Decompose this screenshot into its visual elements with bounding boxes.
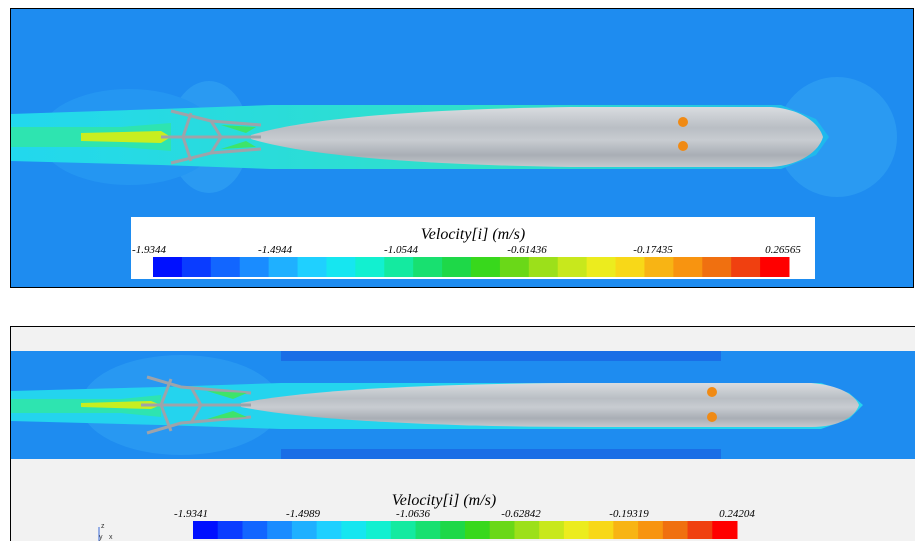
colorbar-swatch: [181, 257, 212, 277]
colorbar-swatch: [239, 257, 270, 277]
color-legend: Velocity[i] (m/s) -1.9344 -1.4944 -1.054…: [131, 217, 815, 279]
probe-point: [678, 117, 688, 127]
hull: [241, 383, 859, 427]
colorbar-swatch: [413, 257, 443, 277]
axis-y-label: y: [99, 534, 103, 541]
colorbar-swatch: [440, 521, 466, 539]
colorbar-swatch: [489, 521, 515, 539]
color-legend: Velocity[i] (m/s) -1.9341 -1.4989 -1.063…: [174, 492, 755, 539]
colorbar-swatch: [465, 521, 491, 539]
colorbar-swatch: [326, 257, 356, 277]
legend-tick: -1.0636: [396, 508, 430, 520]
bottom-flow-field: Velocity[i] (m/s) -1.9341 -1.4989 -1.063…: [11, 327, 915, 541]
axis-triad: z y x: [98, 523, 113, 541]
colorbar-swatch: [557, 257, 588, 277]
axis-z-label: z: [101, 523, 105, 530]
stern-fins: [141, 375, 252, 435]
colorbar-swatch: [760, 257, 790, 277]
colorbar-swatch: [267, 521, 293, 539]
colorbar-swatch: [366, 521, 392, 539]
colorbar-swatch: [291, 521, 318, 539]
legend-tick: -0.62842: [501, 508, 541, 520]
stern-fins: [161, 109, 262, 165]
legend-tick: -0.17435: [633, 244, 673, 256]
colorbar-swatch: [673, 257, 703, 277]
legend-title: Velocity[i] (m/s): [421, 226, 525, 243]
top-velocity-view: Velocity[i] (m/s) -1.9344 -1.4944 -1.054…: [10, 8, 914, 288]
colorbar-swatch: [415, 521, 441, 539]
colorbar-swatch: [712, 521, 738, 539]
legend-tick: -1.9344: [132, 244, 166, 256]
legend-tick: -1.4989: [286, 508, 320, 520]
colorbar-swatch: [471, 257, 501, 277]
legend-tick: -0.61436: [507, 244, 547, 256]
colorbar-swatch: [563, 521, 590, 539]
bottom-velocity-view: Velocity[i] (m/s) -1.9341 -1.4989 -1.063…: [10, 326, 915, 541]
legend-tick: -0.19319: [609, 508, 649, 520]
colorbar: [193, 521, 738, 539]
colorbar-swatch: [731, 257, 761, 277]
colorbar-swatch: [341, 521, 367, 539]
colorbar-swatch: [242, 521, 268, 539]
colorbar-swatch: [217, 521, 243, 539]
colorbar-swatch: [268, 257, 299, 277]
colorbar-swatch: [528, 257, 559, 277]
colorbar-swatch: [613, 521, 639, 539]
colorbar-swatch: [355, 257, 385, 277]
colorbar-swatch: [588, 521, 614, 539]
colorbar-swatch: [210, 257, 241, 277]
legend-tick: -1.0544: [384, 244, 418, 256]
legend-tick: -1.4944: [258, 244, 292, 256]
colorbar-swatch: [384, 257, 414, 277]
colorbar-swatch: [442, 257, 472, 277]
colorbar-swatch: [687, 521, 713, 539]
colorbar-swatch: [662, 521, 689, 539]
colorbar-swatch: [390, 521, 417, 539]
top-flow-field: Velocity[i] (m/s) -1.9344 -1.4944 -1.054…: [11, 9, 913, 287]
colorbar-swatch: [297, 257, 327, 277]
colorbar-swatch: [644, 257, 674, 277]
legend-tick: 0.24204: [719, 508, 755, 520]
colorbar-swatch: [316, 521, 342, 539]
bow-pressure-zone: [777, 77, 897, 197]
colorbar-swatch: [615, 257, 645, 277]
axis-x-label: x: [109, 534, 113, 541]
colorbar-swatch: [539, 521, 565, 539]
probe-point: [678, 141, 688, 151]
colorbar-swatch: [153, 257, 183, 277]
colorbar: [153, 257, 790, 277]
legend-title: Velocity[i] (m/s): [392, 492, 496, 509]
colorbar-swatch: [514, 521, 540, 539]
colorbar-swatch: [586, 257, 617, 277]
probe-point: [707, 412, 717, 422]
legend-tick: 0.26565: [765, 244, 801, 256]
colorbar-swatch: [638, 521, 664, 539]
colorbar-swatch: [499, 257, 530, 277]
legend-tick: -1.9341: [174, 508, 208, 520]
colorbar-swatch: [702, 257, 732, 277]
colorbar-swatch: [193, 521, 219, 539]
probe-point: [707, 387, 717, 397]
